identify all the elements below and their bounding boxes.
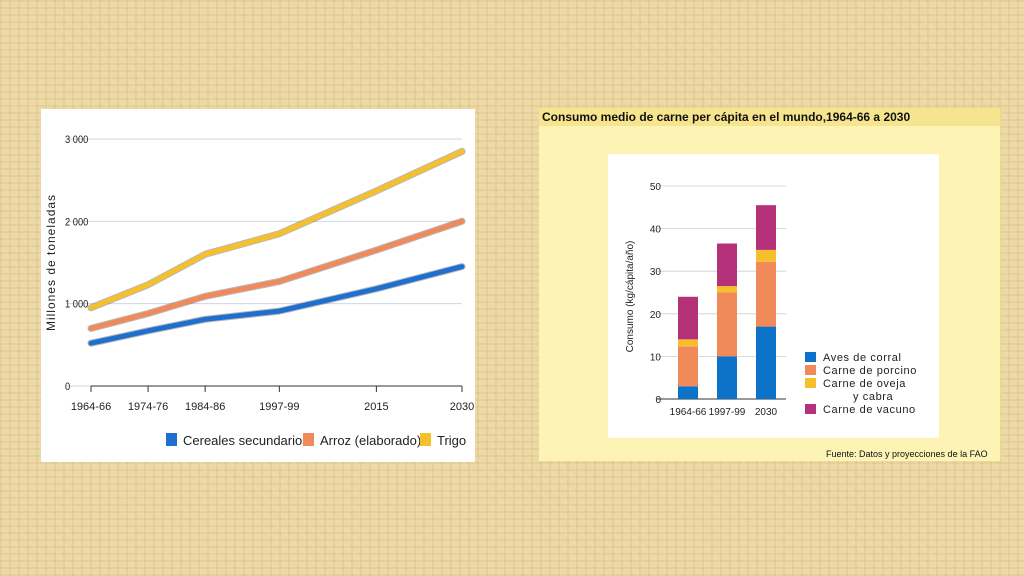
legend-swatch [805,365,816,375]
series-line [88,148,465,311]
legend-label: Cereales secundarios [183,433,309,448]
bar-segment [756,261,776,327]
legend-label: Carne de oveja [823,378,906,390]
legend-label: Arroz (elaborado) [320,433,421,448]
x-tick-label: 2030 [450,401,474,413]
chart-title: Consumo medio de carne per cápita en el … [542,110,911,124]
x-tick-label: 2015 [364,401,388,413]
bar-segment [756,326,776,399]
y-tick-label: 0 [655,395,661,406]
y-tick-label: 20 [650,310,662,321]
source-note: Fuente: Datos y proyecciones de la FAO [826,449,988,459]
y-tick-label: 3 000 [65,134,89,146]
legend-label: Aves de corral [823,352,902,364]
y-axis-label: Millones de toneladas [44,194,58,331]
bar-segment [717,292,737,357]
bar-segment [678,386,698,399]
x-tick-label: 1997-99 [259,401,299,413]
y-tick-label: 1 000 [65,299,89,311]
cereal-production-chart: 0 1 000 2 000 3 000 1964-66 1974-76 1984-86 199… [41,109,475,462]
bar-segment [717,243,737,287]
meat-consumption-chart: 0 10 20 30 40 50 Consumo (kg/cápita/año) 1964-6… [608,154,939,438]
meat-consumption-panel: Consumo medio de carne per cápita en el … [539,108,1001,461]
y-tick-label: 30 [650,267,662,278]
legend-swatch [805,404,816,414]
legend-swatch [166,433,177,446]
x-tick-label: 1997-99 [709,407,746,418]
y-tick-label: 40 [650,225,662,236]
legend-swatch [303,433,314,446]
y-tick-label: 2 000 [65,217,89,229]
series-line [88,264,465,346]
bar-segment [678,346,698,387]
y-axis-label: Consumo (kg/cápita/año) [625,241,636,353]
legend-label: Trigo [437,433,466,448]
bar-segment [717,286,737,293]
legend-label: Carne de vacuno [823,404,916,416]
bar-segment [678,339,698,347]
chart-title-bar: Consumo medio de carne per cápita en el … [539,108,1000,126]
x-tick-label: 1964-66 [71,401,111,413]
x-tick-label: 1964-66 [670,407,707,418]
series-line [88,218,465,331]
bar-segment [756,205,776,250]
x-tick-label: 2030 [755,407,778,418]
bar-segment [756,249,776,262]
legend-label: Carne de porcino [823,365,917,377]
y-tick-label: 50 [650,182,662,193]
bar-segment [717,356,737,399]
y-tick-label: 10 [650,352,662,363]
y-tick-label: 0 [65,381,70,393]
legend-label: y cabra [853,391,894,403]
legend-swatch [805,352,816,362]
x-tick-label: 1974-76 [128,401,168,413]
legend-swatch [420,433,431,446]
line-chart-svg: 0 1 000 2 000 3 000 1964-66 1974-76 1984-86 199… [44,134,474,448]
legend-swatch [805,378,816,388]
bar-segment [678,296,698,340]
x-tick-label: 1984-86 [185,401,225,413]
